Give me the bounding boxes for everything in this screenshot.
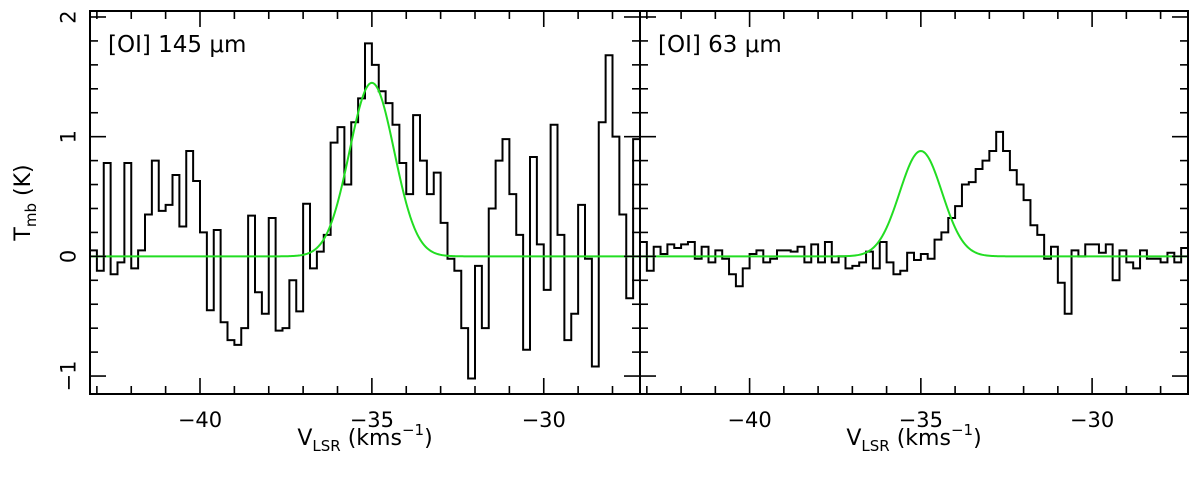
x-axis-label-superscript: −1	[951, 421, 973, 439]
x-axis-label-unit-close: )	[424, 426, 433, 451]
x-axis-label-unit-close: )	[973, 426, 982, 451]
x-axis-label-symbol: V	[846, 426, 861, 451]
y-axis-label-subscript: mb	[22, 203, 40, 227]
y-tick-label: 0	[56, 250, 80, 263]
x-tick-label: −40	[178, 408, 222, 432]
y-axis-label-symbol: T	[11, 227, 36, 242]
x-tick-label: −35	[899, 408, 943, 432]
gaussian-fit-curve	[90, 81, 640, 258]
x-axis-label-symbol: V	[297, 426, 312, 451]
plot-area	[640, 130, 1188, 315]
x-axis-label: VLSR (kms−1)	[846, 421, 981, 455]
panel-2: −40 −35 −30 VLSR (kms−1) [OI] 63 μm	[639, 10, 1189, 455]
x-tick-label: −30	[1070, 408, 1114, 432]
panel-label: [OI] 63 μm	[658, 32, 782, 58]
y-tick-label: −1	[56, 361, 80, 392]
x-axis-label-subscript: LSR	[312, 437, 340, 455]
plot-area	[90, 42, 640, 380]
x-tick-label: −35	[350, 408, 394, 432]
histogram-spectrum	[640, 130, 1188, 315]
x-axis-label-superscript: −1	[402, 421, 424, 439]
gaussian-fit-curve	[640, 150, 1188, 258]
y-axis-label: Tmb (K)	[11, 164, 40, 241]
x-axis-label-unit: (kms	[890, 426, 951, 451]
histogram-spectrum	[90, 42, 640, 380]
y-tick-label: 2	[56, 10, 80, 23]
x-axis-label-subscript: LSR	[861, 437, 889, 455]
y-axis-label-unit: (K)	[11, 164, 36, 203]
x-axis-label-unit: (kms	[341, 426, 402, 451]
x-axis-label: VLSR (kms−1)	[297, 421, 432, 455]
plot-frame	[639, 10, 1189, 395]
x-tick-label: −40	[727, 408, 771, 432]
panel-label: [OI] 145 μm	[108, 32, 246, 58]
y-tick-label: 1	[56, 130, 80, 143]
x-tick-label: −30	[522, 408, 566, 432]
